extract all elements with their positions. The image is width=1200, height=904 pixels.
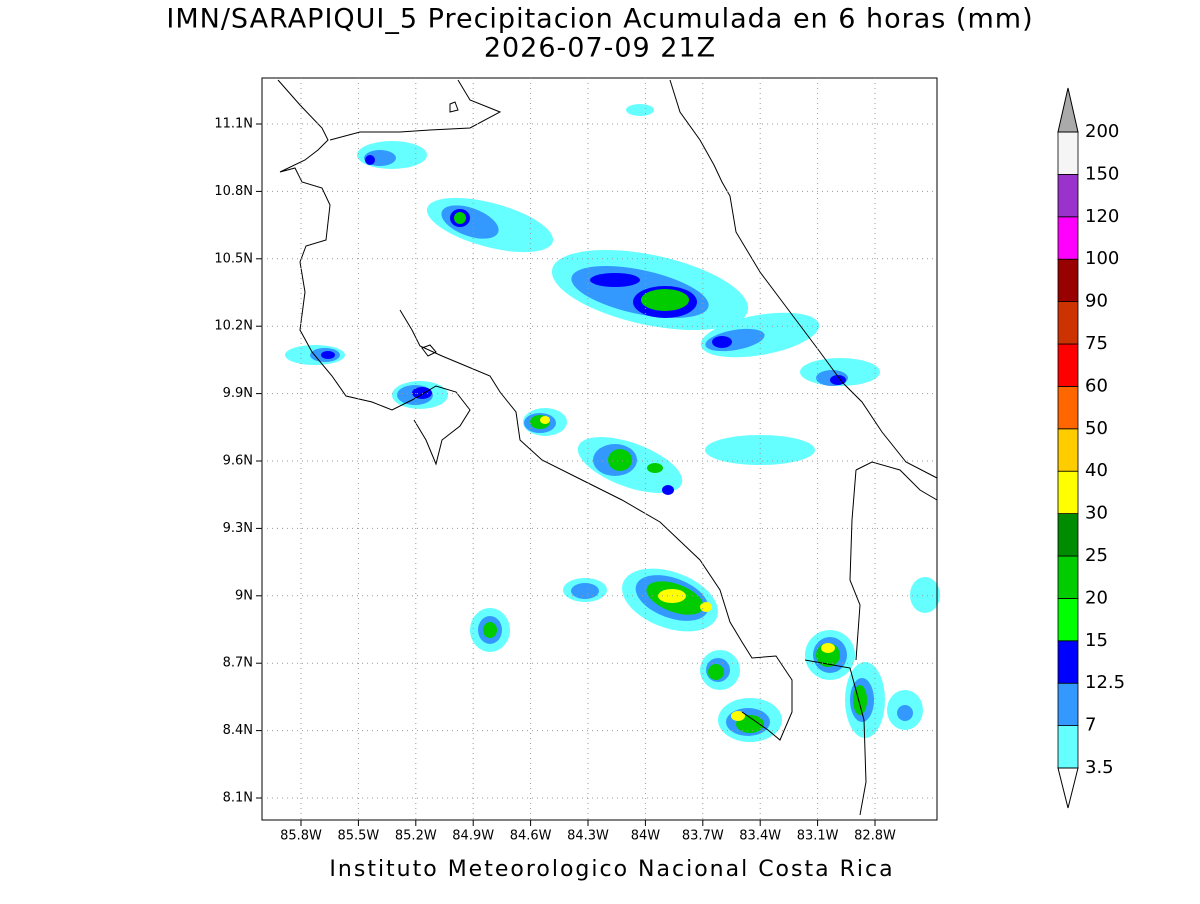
- lon-tick-label: 85.5W: [337, 829, 379, 844]
- colorbar-label: 60: [1085, 375, 1108, 396]
- colorbar-label: 3.5: [1085, 757, 1114, 778]
- colorbar-label: 20: [1085, 587, 1108, 608]
- coast-line: [669, 79, 938, 479]
- colorbar-band: [1057, 428, 1079, 472]
- precip-area: [910, 577, 940, 613]
- precip-area: [321, 351, 335, 359]
- colorbar-label: 25: [1085, 545, 1108, 566]
- lat-tick-label: 11.1N: [214, 117, 253, 132]
- lon-tick-label: 82.8W: [854, 829, 896, 844]
- precip-area: [853, 685, 867, 715]
- precip-area: [736, 715, 764, 733]
- precip-area: [571, 583, 599, 599]
- colorbar-label: 12.5: [1085, 672, 1125, 693]
- lat-tick-label: 9.9N: [223, 386, 253, 401]
- precip-area: [821, 643, 835, 653]
- precip-area: [641, 289, 689, 311]
- colorbar-band: [1057, 470, 1079, 515]
- colorbar-label: 120: [1085, 206, 1119, 227]
- lat-tick-label: 10.5N: [214, 251, 253, 266]
- colorbar-label: 30: [1085, 503, 1108, 524]
- lon-tick-label: 84.9W: [452, 829, 494, 844]
- lon-tick-label: 84W: [631, 829, 661, 844]
- colorbar-band: [1057, 385, 1079, 430]
- coast-line: [421, 344, 437, 357]
- precip-area: [412, 387, 432, 399]
- colorbar-band: [1057, 173, 1079, 218]
- colorbar-label: 150: [1085, 163, 1119, 184]
- colorbar-band: [1057, 555, 1079, 599]
- precip-area: [626, 104, 654, 116]
- lon-tick-label: 84.6W: [510, 829, 552, 844]
- coast-line: [329, 79, 502, 141]
- colorbar-band: [1057, 258, 1079, 303]
- colorbar-band: [1057, 682, 1079, 727]
- precip-area: [705, 435, 815, 465]
- colorbar-band: [1057, 301, 1079, 345]
- colorbar-under: [1057, 767, 1079, 809]
- colorbar-label: 50: [1085, 418, 1108, 439]
- colorbar-band: [1057, 131, 1079, 175]
- lat-tick-label: 9.6N: [223, 454, 253, 469]
- coastline: [277, 79, 938, 816]
- lat-tick-label: 8.4N: [223, 723, 253, 738]
- precip-area: [540, 416, 550, 424]
- lon-tick-label: 84.3W: [567, 829, 609, 844]
- precip-area: [897, 705, 913, 721]
- coast-line: [277, 79, 471, 466]
- colorbar-band: [1057, 598, 1079, 642]
- colorbar-label: 200: [1085, 121, 1119, 142]
- colorbar-label: 75: [1085, 333, 1108, 354]
- precip-area: [647, 463, 663, 473]
- precip-area: [731, 711, 745, 721]
- title: IMN/SARAPIQUI_5 Precipitacion Acumulada …: [166, 4, 1033, 35]
- lat-tick-label: 10.2N: [214, 319, 253, 334]
- precip-area: [483, 622, 497, 638]
- colorbar-label: 7: [1085, 715, 1096, 736]
- lon-tick-label: 83.7W: [682, 829, 724, 844]
- lat-tick-label: 9N: [235, 588, 253, 603]
- colorbar-band: [1057, 343, 1079, 387]
- precipitation-field: [285, 104, 940, 742]
- coast-line: [849, 461, 938, 661]
- lat-tick-label: 9.3N: [223, 521, 253, 536]
- colorbar-band: [1057, 513, 1079, 557]
- colorbar-label: 15: [1085, 630, 1108, 651]
- colorbar-label: 100: [1085, 248, 1119, 269]
- map-frame: [261, 77, 938, 821]
- lat-tick-label: 8.7N: [223, 656, 253, 671]
- lon-tick-label: 83.1W: [797, 829, 839, 844]
- precip-area: [454, 212, 466, 224]
- lat-tick-label: 10.8N: [214, 184, 253, 199]
- precip-area: [708, 664, 724, 680]
- footer: Instituto Meteorologico Nacional Costa R…: [329, 857, 894, 882]
- precip-area: [540, 416, 835, 721]
- precip-area: [365, 155, 375, 165]
- colorbar-band: [1057, 216, 1079, 260]
- colorbar-label: 40: [1085, 460, 1108, 481]
- precip-area: [700, 602, 712, 612]
- coast-line: [804, 659, 867, 816]
- lon-tick-label: 85.2W: [395, 829, 437, 844]
- colorbar-band: [1057, 725, 1079, 769]
- coast-line: [449, 101, 459, 113]
- colorbar-label: 90: [1085, 291, 1108, 312]
- colorbar-over: [1057, 87, 1079, 133]
- lon-tick-label: 85.8W: [280, 829, 322, 844]
- lat-tick-label: 8.1N: [223, 791, 253, 806]
- colorbar-band: [1057, 640, 1079, 684]
- precip-area: [712, 336, 732, 348]
- subtitle: 2026-07-09 21Z: [484, 33, 716, 64]
- lon-tick-label: 83.4W: [739, 829, 781, 844]
- precip-area: [662, 485, 674, 495]
- coast-line: [399, 309, 793, 741]
- precip-area: [608, 449, 632, 471]
- precip-area: [590, 273, 640, 287]
